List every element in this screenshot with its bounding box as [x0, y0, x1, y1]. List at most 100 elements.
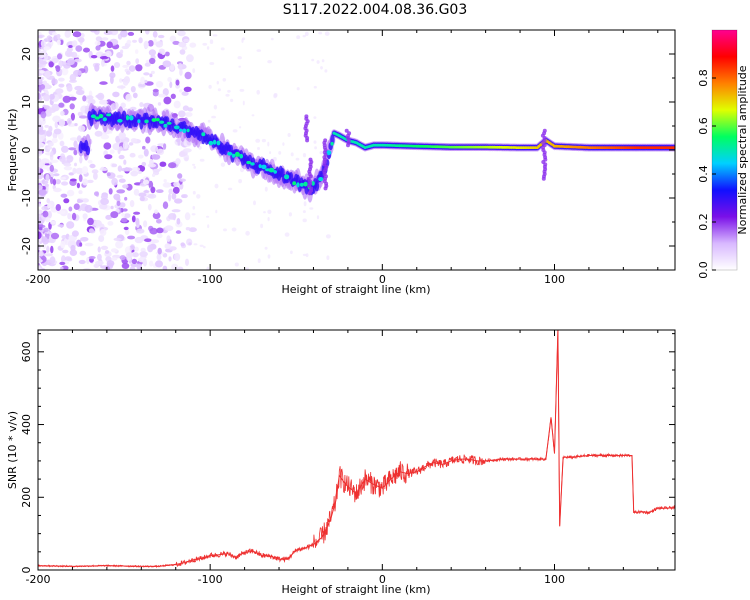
y-tick-label: 200	[20, 487, 33, 508]
spectrogram-noise-point	[71, 230, 79, 237]
spectrogram-noise-point	[118, 154, 125, 160]
spectrogram-noise-point	[101, 59, 105, 67]
spectrogram-noise-point	[97, 253, 102, 261]
spectrogram-noise-point	[137, 170, 143, 174]
spectrogram-noise-point	[82, 178, 88, 186]
spectrogram-noise-point	[38, 31, 42, 35]
spectrogram-noise-point	[178, 110, 186, 118]
spectrogram-noise-point	[230, 98, 234, 103]
spectrogram-noise-point	[78, 190, 83, 195]
spectrogram-noise-point	[169, 63, 175, 71]
ridge-core-point	[296, 182, 300, 188]
spectrogram-noise-point	[129, 266, 136, 270]
ridge-core-point	[330, 141, 334, 146]
spectrogram-noise-point	[48, 61, 54, 68]
spectrogram-noise-point	[63, 166, 73, 171]
spectrogram-noise-point	[40, 111, 47, 119]
spectrogram-noise-point	[77, 70, 82, 76]
spectrogram-noise-point	[87, 159, 93, 164]
spectrogram-noise-point	[108, 188, 113, 195]
spectrogram-noise-point	[175, 158, 181, 165]
spectrogram-noise-point	[57, 53, 63, 60]
spectrogram-noise-point	[154, 209, 159, 214]
spectrogram-noise-point	[178, 151, 186, 158]
spectrogram-noise-point	[184, 157, 189, 161]
spectrogram-noise-point	[207, 119, 211, 123]
spectrogram-noise-point	[87, 98, 96, 105]
spectrogram-noise-point	[150, 186, 156, 194]
spectrogram-noise-point	[88, 256, 96, 260]
spectrogram-noise-point	[103, 142, 112, 150]
ridge-core-point	[94, 116, 100, 120]
spectrogram-noise-point	[47, 146, 53, 150]
spectrogram-noise-point	[296, 35, 301, 40]
spectrogram-noise-point	[38, 79, 43, 86]
x-tick-label: -100	[198, 573, 223, 586]
spectrogram-noise-point	[168, 256, 172, 262]
spectrogram-noise-point	[138, 37, 143, 44]
spectrogram-noise-point	[122, 141, 129, 150]
spectrogram-noise-point	[239, 167, 245, 173]
spectrogram-noise-point	[168, 162, 177, 169]
spectrogram-noise-point	[105, 50, 112, 58]
y-tick-label: 600	[20, 341, 33, 362]
spectrogram-noise-point	[60, 110, 65, 116]
spectrogram-noise-point	[186, 54, 194, 63]
spectrogram-noise-point	[48, 125, 53, 133]
spectrogram-noise-point	[58, 77, 65, 82]
spectrogram-noise-point	[38, 256, 41, 263]
spectrogram-noise-point	[106, 41, 113, 49]
spectrogram-noise-point	[144, 79, 148, 84]
spectrogram-noise-point	[318, 31, 323, 35]
spectrogram-noise-point	[177, 30, 186, 37]
spectrogram-noise-point	[59, 140, 65, 147]
spectrogram-noise-point	[111, 177, 118, 186]
spectrogram-noise-point	[86, 257, 90, 264]
ridge-core-point	[234, 151, 240, 157]
spectrogram-noise-point	[263, 211, 266, 214]
spectrogram-noise-point	[189, 42, 197, 48]
spectrogram-noise-point	[126, 60, 131, 66]
spectrogram-noise-point	[55, 88, 64, 94]
spectrogram-noise-point	[144, 238, 152, 242]
spectrogram-noise-point	[132, 252, 139, 258]
spectrogram-noise-point	[41, 205, 50, 211]
spectrogram-noise-point	[116, 189, 126, 194]
spectrogram-noise-point	[106, 260, 115, 267]
spectrogram-noise-point	[130, 170, 139, 177]
spectrogram-noise-point	[74, 162, 77, 167]
spectrogram-noise-point	[82, 213, 88, 220]
spectrogram-noise-point	[38, 267, 42, 270]
spectrogram-noise-point	[260, 223, 264, 229]
ridge-core-point	[250, 162, 255, 166]
spectrogram-noise-point	[99, 167, 109, 171]
spectrogram-noise-point	[302, 34, 306, 38]
spectrogram-noise-point	[242, 100, 245, 106]
ridge-band-point	[85, 145, 91, 156]
spectrogram-noise-point	[220, 47, 225, 51]
spectrogram-noise-point	[138, 83, 147, 87]
spectrogram-x-ticks: -200 -100 0 100	[26, 30, 659, 286]
colorbar-ticks: 0.0 0.2 0.4 0.6 0.8	[697, 69, 716, 279]
spectrogram-noise-point	[129, 152, 136, 158]
ridge-core-point	[173, 125, 180, 130]
spectrogram-noise-point	[86, 95, 94, 100]
spectrogram-noise-point	[251, 114, 255, 117]
spectrogram-noise-point	[320, 66, 323, 70]
spectrogram-noise-point	[183, 148, 192, 153]
spectrogram-noise-point	[122, 184, 129, 189]
spectrogram-noise-point	[110, 205, 114, 210]
colorbar-tick-label: 0.4	[697, 165, 710, 183]
spectrogram-noise-point	[148, 49, 156, 56]
x-tick-label: 0	[379, 273, 386, 286]
spectrogram-noise-point	[321, 59, 325, 63]
spectrogram-noise-point	[156, 148, 165, 155]
spectrogram-noise-point	[234, 262, 239, 267]
spectrogram-noise-point	[232, 129, 238, 133]
spectrogram-noise-point	[261, 138, 266, 143]
spectrogram-noise-point	[284, 232, 290, 237]
spectrogram-noise-point	[169, 81, 173, 89]
spectrogram-noise-point	[212, 34, 218, 37]
spectrogram-noise-point	[163, 143, 167, 150]
spectrogram-noise-point	[66, 189, 75, 197]
